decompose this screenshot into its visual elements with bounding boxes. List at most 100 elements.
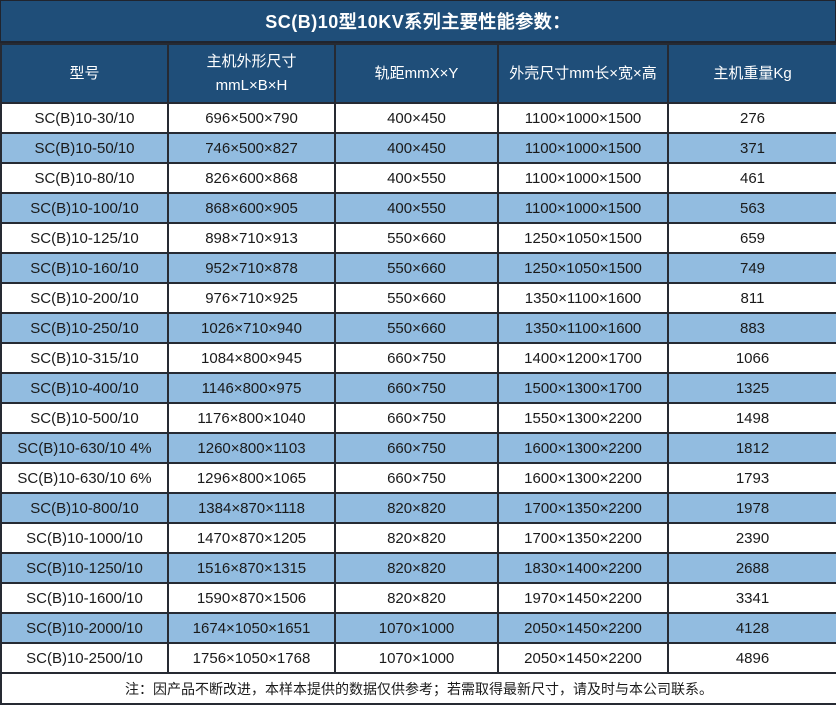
table-cell: 1550×1300×2200 bbox=[497, 402, 669, 434]
table-cell: 2688 bbox=[667, 552, 836, 584]
table-cell: SC(B)10-1000/10 bbox=[0, 522, 169, 554]
table-cell: 1600×1300×2200 bbox=[497, 432, 669, 464]
table-cell: SC(B)10-30/10 bbox=[0, 102, 169, 134]
table-cell: 1070×1000 bbox=[334, 642, 499, 674]
table-row: SC(B)10-500/10 1176×800×1040 660×750 1550×1… bbox=[0, 402, 836, 434]
table-cell: 1100×1000×1500 bbox=[497, 102, 669, 134]
column-header-shell-size: 外壳尺寸mm长×宽×高 bbox=[497, 43, 669, 104]
footer-note: 注：因产品不断改进，本样本提供的数据仅供参考；若需取得最新尺寸，请及时与本公司联… bbox=[0, 672, 836, 705]
table-row: SC(B)10-1600/10 1590×870×1506 820×820 1970×… bbox=[0, 582, 836, 614]
table-cell: SC(B)10-100/10 bbox=[0, 192, 169, 224]
table-cell: 400×450 bbox=[334, 132, 499, 164]
table-cell: SC(B)10-200/10 bbox=[0, 282, 169, 314]
table-cell: 1070×1000 bbox=[334, 612, 499, 644]
table-cell: SC(B)10-315/10 bbox=[0, 342, 169, 374]
table-row: SC(B)10-160/10 952×710×878 550×660 1250×105… bbox=[0, 252, 836, 284]
table-cell: 898×710×913 bbox=[167, 222, 336, 254]
table-cell: 1470×870×1205 bbox=[167, 522, 336, 554]
table-cell: 1812 bbox=[667, 432, 836, 464]
table-cell: 4896 bbox=[667, 642, 836, 674]
table-cell: 1600×1300×2200 bbox=[497, 462, 669, 494]
table-row: SC(B)10-30/10 696×500×790 400×450 1100×1000… bbox=[0, 102, 836, 134]
table-cell: 400×550 bbox=[334, 162, 499, 194]
table-row: SC(B)10-50/10 746×500×827 400×450 1100×1000… bbox=[0, 132, 836, 164]
table-cell: 1700×1350×2200 bbox=[497, 492, 669, 524]
table-cell: SC(B)10-50/10 bbox=[0, 132, 169, 164]
table-cell: SC(B)10-500/10 bbox=[0, 402, 169, 434]
table-row: SC(B)10-315/10 1084×800×945 660×750 1400×12… bbox=[0, 342, 836, 374]
table-cell: 1146×800×975 bbox=[167, 372, 336, 404]
table-cell: 1674×1050×1651 bbox=[167, 612, 336, 644]
table-cell: SC(B)10-630/10 4% bbox=[0, 432, 169, 464]
table-cell: 400×450 bbox=[334, 102, 499, 134]
table-cell: 1100×1000×1500 bbox=[497, 192, 669, 224]
table-row: SC(B)10-800/10 1384×870×1118 820×820 1700×1… bbox=[0, 492, 836, 524]
table-cell: 550×660 bbox=[334, 312, 499, 344]
table-cell: 820×820 bbox=[334, 582, 499, 614]
table-row: SC(B)10-1250/10 1516×870×1315 820×820 1830×… bbox=[0, 552, 836, 584]
column-header-dimensions: 主机外形尺寸 mmL×B×H bbox=[167, 43, 336, 104]
spec-table: 型号 主机外形尺寸 mmL×B×H 轨距mmX×Y 外壳尺寸mm长×宽×高 主机… bbox=[0, 43, 836, 705]
table-cell: 4128 bbox=[667, 612, 836, 644]
table-cell: 1260×800×1103 bbox=[167, 432, 336, 464]
table-row: SC(B)10-100/10 868×600×905 400×550 1100×100… bbox=[0, 192, 836, 224]
table-cell: 550×660 bbox=[334, 282, 499, 314]
table-cell: 276 bbox=[667, 102, 836, 134]
table-cell: SC(B)10-2000/10 bbox=[0, 612, 169, 644]
table-cell: 660×750 bbox=[334, 342, 499, 374]
column-header-weight: 主机重量Kg bbox=[667, 43, 836, 104]
table-title: SC(B)10型10KV系列主要性能参数： bbox=[0, 0, 836, 43]
table-cell: 1250×1050×1500 bbox=[497, 222, 669, 254]
table-row: SC(B)10-200/10 976×710×925 550×660 1350×110… bbox=[0, 282, 836, 314]
table-cell: 749 bbox=[667, 252, 836, 284]
spec-table-body: SC(B)10-30/10 696×500×790 400×450 1100×1000… bbox=[0, 102, 836, 674]
table-row: SC(B)10-2500/10 1756×1050×1768 1070×1000 20… bbox=[0, 642, 836, 674]
table-cell: 1400×1200×1700 bbox=[497, 342, 669, 374]
table-cell: 820×820 bbox=[334, 552, 499, 584]
table-cell: SC(B)10-1600/10 bbox=[0, 582, 169, 614]
table-cell: 1100×1000×1500 bbox=[497, 162, 669, 194]
column-header-track-gauge: 轨距mmX×Y bbox=[334, 43, 499, 104]
table-cell: 660×750 bbox=[334, 372, 499, 404]
table-cell: 1084×800×945 bbox=[167, 342, 336, 374]
table-footer: 注：因产品不断改进，本样本提供的数据仅供参考；若需取得最新尺寸，请及时与本公司联… bbox=[0, 672, 836, 705]
table-cell: 820×820 bbox=[334, 492, 499, 524]
table-cell: SC(B)10-800/10 bbox=[0, 492, 169, 524]
table-cell: SC(B)10-630/10 6% bbox=[0, 462, 169, 494]
table-row: SC(B)10-1000/10 1470×870×1205 820×820 1700×… bbox=[0, 522, 836, 554]
table-cell: 659 bbox=[667, 222, 836, 254]
table-row: SC(B)10-630/10 4% 1260×800×1103 660×750 160… bbox=[0, 432, 836, 464]
column-header-model: 型号 bbox=[0, 43, 169, 104]
table-row: SC(B)10-2000/10 1674×1050×1651 1070×1000 20… bbox=[0, 612, 836, 644]
table-cell: 1830×1400×2200 bbox=[497, 552, 669, 584]
table-row: SC(B)10-250/10 1026×710×940 550×660 1350×11… bbox=[0, 312, 836, 344]
table-cell: 1250×1050×1500 bbox=[497, 252, 669, 284]
table-cell: 1978 bbox=[667, 492, 836, 524]
table-cell: 746×500×827 bbox=[167, 132, 336, 164]
table-row: SC(B)10-400/10 1146×800×975 660×750 1500×13… bbox=[0, 372, 836, 404]
table-cell: 1498 bbox=[667, 402, 836, 434]
table-cell: 550×660 bbox=[334, 252, 499, 284]
table-cell: 563 bbox=[667, 192, 836, 224]
table-cell: 868×600×905 bbox=[167, 192, 336, 224]
table-row: SC(B)10-125/10 898×710×913 550×660 1250×105… bbox=[0, 222, 836, 254]
table-cell: 883 bbox=[667, 312, 836, 344]
table-cell: 400×550 bbox=[334, 192, 499, 224]
table-cell: 952×710×878 bbox=[167, 252, 336, 284]
table-cell: 461 bbox=[667, 162, 836, 194]
table-cell: 1325 bbox=[667, 372, 836, 404]
table-row: SC(B)10-80/10 826×600×868 400×550 1100×1000… bbox=[0, 162, 836, 194]
table-cell: SC(B)10-125/10 bbox=[0, 222, 169, 254]
table-cell: 1066 bbox=[667, 342, 836, 374]
table-cell: 1516×870×1315 bbox=[167, 552, 336, 584]
table-cell: SC(B)10-400/10 bbox=[0, 372, 169, 404]
table-cell: 2050×1450×2200 bbox=[497, 642, 669, 674]
table-cell: 1756×1050×1768 bbox=[167, 642, 336, 674]
table-cell: SC(B)10-2500/10 bbox=[0, 642, 169, 674]
table-header-row: 型号 主机外形尺寸 mmL×B×H 轨距mmX×Y 外壳尺寸mm长×宽×高 主机… bbox=[0, 43, 836, 104]
table-cell: 811 bbox=[667, 282, 836, 314]
table-cell: 976×710×925 bbox=[167, 282, 336, 314]
table-cell: SC(B)10-80/10 bbox=[0, 162, 169, 194]
table-cell: 2390 bbox=[667, 522, 836, 554]
